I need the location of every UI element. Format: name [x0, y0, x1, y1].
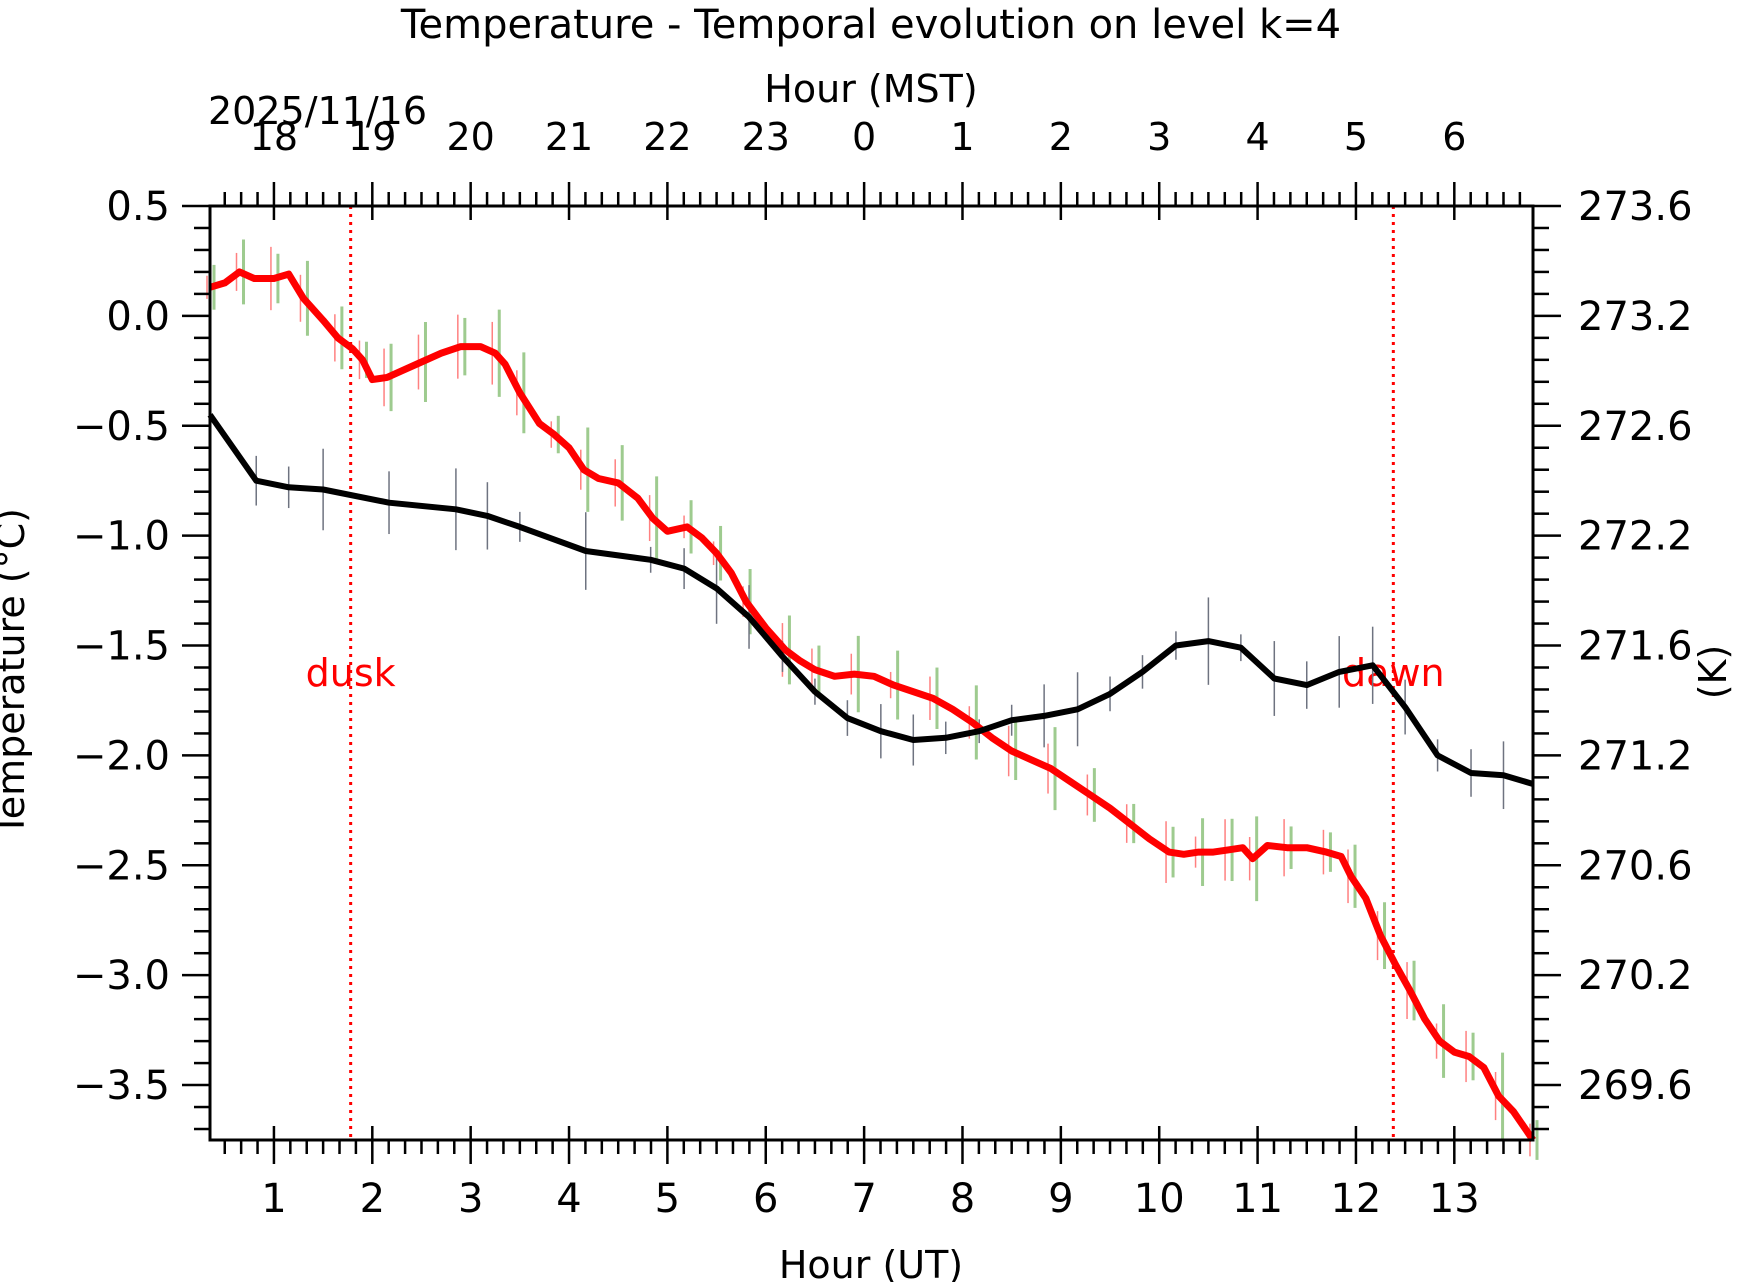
x2-tick-label: 3 [1147, 115, 1171, 159]
y-tick-label: −3.0 [73, 953, 170, 999]
x2-tick-label: 18 [250, 115, 298, 159]
x2-tick-label: 1 [950, 115, 974, 159]
x-tick-label: 9 [1048, 1176, 1073, 1222]
tick-layer [182, 182, 1561, 1164]
left-axis-label: Temperature (°C) [0, 508, 33, 837]
y-tick-label: −2.5 [73, 843, 170, 889]
x-tick-label: 13 [1429, 1176, 1480, 1222]
observed-series-line [209, 268, 1536, 1142]
y-tick-label: −1.5 [73, 624, 170, 670]
x-tick-label: 5 [655, 1176, 680, 1222]
y2-tick-label: 271.2 [1578, 733, 1693, 779]
x2-tick-label: 22 [643, 115, 691, 159]
x-tick-label: 2 [360, 1176, 385, 1222]
y2-tick-label: 269.6 [1578, 1063, 1693, 1109]
date-label: 2025/11/16 [208, 89, 427, 133]
y2-tick-label: 272.6 [1578, 404, 1693, 450]
x-tick-label: 11 [1232, 1176, 1283, 1222]
model-series-line [207, 413, 1534, 787]
x2-tick-label: 5 [1344, 115, 1368, 159]
x2-tick-label: 0 [852, 115, 876, 159]
axes-frame [208, 204, 1535, 1142]
x-tick-label: 4 [556, 1176, 581, 1222]
y-tick-label: 0.5 [106, 184, 170, 230]
top-axis-label: Hour (MST) [764, 67, 977, 111]
x-tick-label: 12 [1330, 1176, 1381, 1222]
x2-tick-label: 4 [1245, 115, 1269, 159]
y2-tick-label: 273.6 [1578, 184, 1693, 230]
y-tick-label: 0.0 [106, 294, 170, 340]
x2-tick-label: 6 [1442, 115, 1466, 159]
y2-tick-label: 272.2 [1578, 514, 1693, 560]
x-tick-label: 7 [851, 1176, 876, 1222]
x2-tick-label: 23 [742, 115, 790, 159]
y2-tick-label: 270.6 [1578, 843, 1693, 889]
chart-title: Temperature - Temporal evolution on leve… [400, 2, 1341, 48]
x2-tick-label: 2 [1049, 115, 1073, 159]
dusk-marker-label: dusk [306, 651, 396, 695]
y2-tick-label: 270.2 [1578, 953, 1693, 999]
y-tick-label: −0.5 [73, 404, 170, 450]
series-layer [207, 268, 1536, 1142]
marker-layer: dusk dawn [306, 206, 1445, 1140]
x-tick-label: 3 [458, 1176, 483, 1222]
plot-frame [208, 204, 1535, 1142]
y-tick-label: −2.0 [73, 733, 170, 779]
y2-tick-label: 271.6 [1578, 624, 1693, 670]
y-tick-label: −3.5 [73, 1063, 170, 1109]
bottom-axis-label: Hour (UT) [779, 1243, 963, 1282]
x-tick-label: 10 [1134, 1176, 1185, 1222]
right-axis-label: (K) [1691, 645, 1735, 700]
y2-tick-label: 273.2 [1578, 294, 1693, 340]
x2-tick-label: 20 [446, 115, 494, 159]
x2-tick-label: 19 [348, 115, 396, 159]
x-tick-label: 8 [950, 1176, 975, 1222]
x-tick-label: 1 [261, 1176, 286, 1222]
x2-tick-label: 21 [545, 115, 593, 159]
x-tick-label: 6 [753, 1176, 778, 1222]
y-tick-label: −1.0 [73, 514, 170, 560]
